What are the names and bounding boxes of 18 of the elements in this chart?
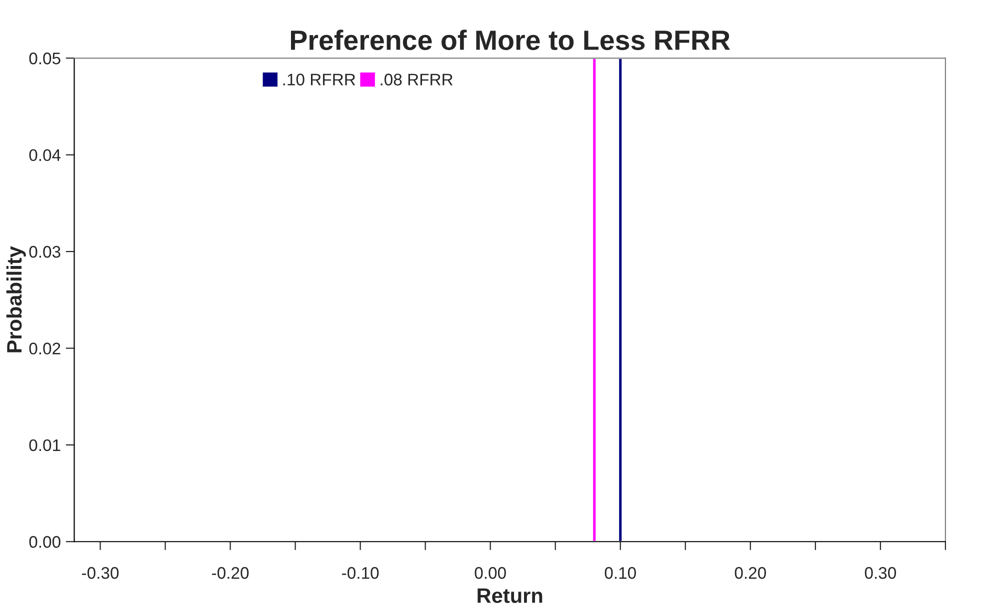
x-tick-label: -0.20 [212,567,249,579]
x-tick-label: 0.30 [864,567,896,579]
x-axis-title: Return [478,588,542,604]
y-tick-label: 0.04 [29,149,61,162]
y-axis-title: Probability [6,246,26,352]
chart-title: Preference of More to Less RFRR [290,30,730,50]
x-tick-label: 0.10 [604,567,636,579]
y-tick-label: 0.01 [29,439,60,452]
x-tick-label: -0.30 [82,567,119,579]
legend-label: .08 RFRR [380,74,453,86]
y-tick-label: 0.00 [29,536,60,548]
x-tick-label: 0.00 [474,567,506,579]
x-tick-label: -0.10 [342,567,379,579]
y-tick-label: 0.05 [29,52,60,64]
y-tick-label: 0.02 [29,342,60,354]
x-tick-label: 0.20 [734,567,766,579]
legend-label: .10 RFRR [283,74,356,86]
y-tick-label: 0.03 [29,246,60,258]
